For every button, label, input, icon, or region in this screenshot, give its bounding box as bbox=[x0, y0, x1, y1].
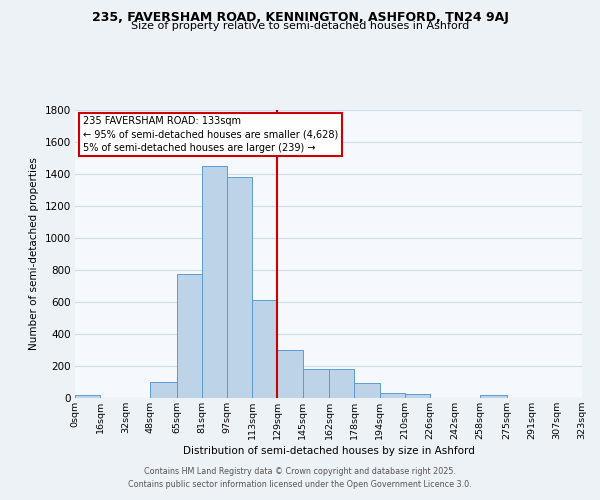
Bar bbox=[202, 166, 227, 398]
Bar bbox=[151, 382, 177, 398]
Bar bbox=[177, 274, 202, 398]
Bar bbox=[253, 300, 277, 398]
Bar bbox=[75, 395, 100, 398]
Bar bbox=[329, 369, 355, 398]
Bar bbox=[277, 350, 302, 398]
Bar bbox=[355, 383, 380, 398]
Text: 235 FAVERSHAM ROAD: 133sqm
← 95% of semi-detached houses are smaller (4,628)
5% : 235 FAVERSHAM ROAD: 133sqm ← 95% of semi… bbox=[83, 116, 338, 153]
Y-axis label: Number of semi-detached properties: Number of semi-detached properties bbox=[29, 158, 39, 350]
Text: Size of property relative to semi-detached houses in Ashford: Size of property relative to semi-detach… bbox=[131, 21, 469, 31]
Bar bbox=[302, 369, 329, 398]
Bar bbox=[380, 392, 404, 398]
Text: Contains HM Land Registry data © Crown copyright and database right 2025.: Contains HM Land Registry data © Crown c… bbox=[144, 467, 456, 476]
Text: 235, FAVERSHAM ROAD, KENNINGTON, ASHFORD, TN24 9AJ: 235, FAVERSHAM ROAD, KENNINGTON, ASHFORD… bbox=[92, 11, 508, 24]
Bar bbox=[404, 394, 430, 398]
Bar bbox=[227, 177, 253, 398]
Text: Contains public sector information licensed under the Open Government Licence 3.: Contains public sector information licen… bbox=[128, 480, 472, 489]
X-axis label: Distribution of semi-detached houses by size in Ashford: Distribution of semi-detached houses by … bbox=[182, 446, 475, 456]
Bar bbox=[480, 395, 506, 398]
